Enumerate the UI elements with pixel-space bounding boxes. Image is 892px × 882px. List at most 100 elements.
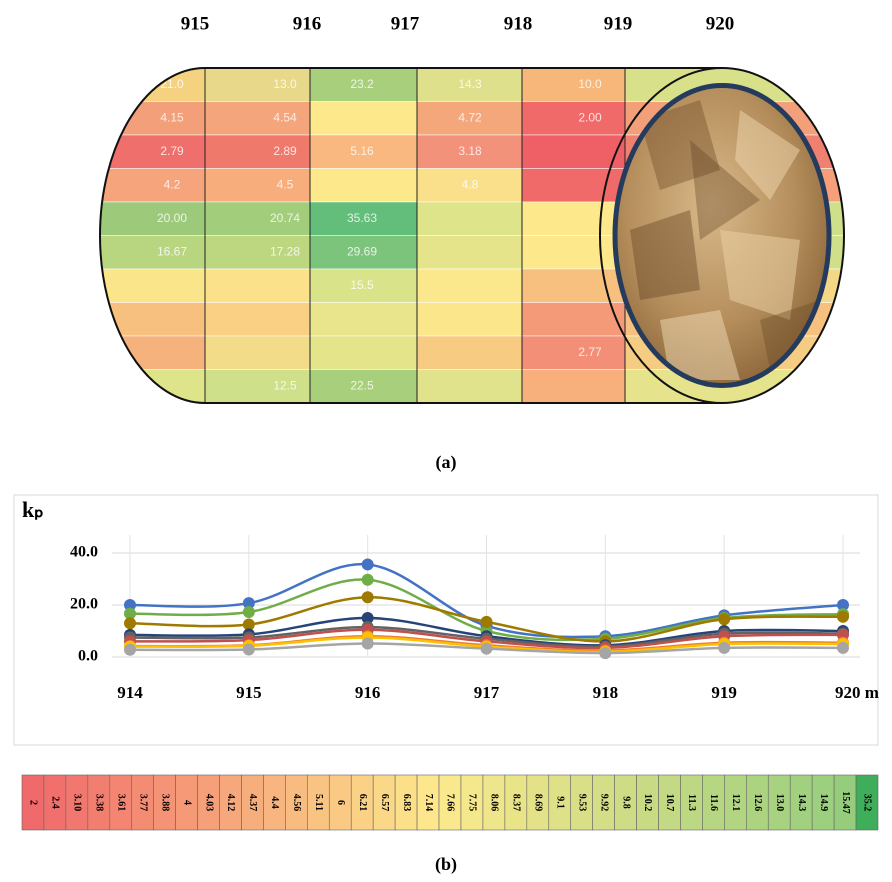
cell-label: 2.77 — [578, 345, 602, 359]
heat-cell — [309, 235, 418, 270]
cell-label: 13.0 — [273, 77, 297, 91]
cell-label: 21.0 — [160, 77, 184, 91]
heat-cell — [416, 101, 523, 136]
scale-label: 3.61 — [115, 794, 126, 812]
x-tick-label: 917 — [474, 683, 500, 702]
cell-label: 4.72 — [458, 110, 482, 124]
y-tick-label: 0.0 — [78, 648, 98, 665]
column-header: 917 — [391, 13, 420, 34]
scale-label: 4.37 — [247, 794, 258, 812]
heat-cell — [416, 201, 523, 236]
scale-label: 10.2 — [642, 794, 653, 812]
heat-cell — [309, 168, 418, 203]
scale-label: 4 — [181, 800, 192, 805]
heat-cell — [204, 168, 311, 203]
scale-label: 8.37 — [511, 794, 522, 812]
cell-label: 35.63 — [347, 211, 377, 225]
scale-label: 8.06 — [489, 794, 500, 812]
data-point — [124, 617, 136, 630]
heat-cell — [521, 335, 626, 370]
scale-label: 8.69 — [532, 794, 543, 812]
data-point — [124, 607, 136, 620]
cell-label: 3.18 — [458, 144, 482, 158]
scale-label: 12.1 — [730, 794, 741, 812]
heat-cell — [521, 201, 626, 236]
scale-label: 3.77 — [137, 794, 148, 812]
cell-label: 20.74 — [270, 211, 300, 225]
scale-label: 2 — [28, 800, 39, 805]
heat-cell — [521, 101, 626, 136]
data-point — [480, 642, 493, 655]
scale-label: 4.4 — [269, 796, 280, 809]
heat-cell — [309, 268, 418, 303]
cell-label: 17.28 — [270, 244, 300, 258]
heat-cell — [309, 134, 418, 169]
cell-label: 29.69 — [347, 244, 377, 258]
heat-cell — [204, 134, 311, 169]
scale-label: 7.66 — [445, 794, 456, 812]
cell-label: 5.16 — [350, 144, 374, 158]
scale-label: 6.21 — [357, 794, 368, 812]
column-header: 919 — [604, 13, 633, 34]
data-point — [718, 613, 731, 626]
heat-cell — [416, 68, 523, 102]
data-point — [599, 647, 612, 660]
data-point — [480, 615, 493, 628]
heat-cell — [100, 369, 206, 403]
heat-cell — [416, 268, 523, 303]
data-point — [361, 591, 374, 604]
data-point — [837, 610, 849, 623]
x-tick-label: 914 — [117, 683, 143, 702]
column-header: 916 — [293, 13, 322, 34]
heat-cell — [100, 168, 206, 203]
cell-label: 22.5 — [350, 378, 374, 392]
scale-label: 6.83 — [401, 794, 412, 812]
cell-label: 4.15 — [160, 110, 184, 124]
heat-cell — [204, 335, 311, 370]
data-point — [124, 643, 136, 656]
column-header: 918 — [504, 13, 533, 34]
heat-cell — [204, 68, 311, 102]
data-point — [242, 597, 255, 610]
heat-cell — [309, 101, 418, 136]
data-point — [361, 573, 374, 586]
heat-cell — [416, 335, 523, 370]
scale-label: 10.7 — [664, 794, 675, 812]
heat-cell — [100, 235, 206, 270]
scale-label: 2.4 — [50, 796, 61, 809]
scale-label: 14.3 — [796, 794, 807, 812]
scale-label: 35.2 — [862, 794, 873, 812]
data-point — [837, 641, 849, 654]
cylinder-end — [599, 67, 845, 404]
cell-label: 2.00 — [578, 110, 602, 124]
heat-cell — [204, 268, 311, 303]
rock-face — [615, 85, 829, 386]
heat-cell — [309, 335, 418, 370]
scale-label: 9.92 — [598, 794, 609, 812]
heat-cell — [100, 268, 206, 303]
scale-label: 9.53 — [576, 794, 587, 812]
y-tick-label: 40.0 — [70, 544, 98, 561]
scale-label: 6 — [335, 800, 346, 805]
column-header: 915 — [181, 13, 210, 34]
cell-label: 15.5 — [350, 278, 374, 292]
data-point — [837, 599, 849, 611]
heat-cell — [521, 369, 626, 403]
scale-label: 7.14 — [423, 794, 434, 812]
scale-label: 5.11 — [313, 794, 324, 811]
scale-label: 12.6 — [752, 794, 763, 812]
heat-cell — [521, 134, 626, 169]
cell-label: 4.8 — [462, 177, 479, 191]
scale-label: 6.57 — [379, 794, 390, 812]
heat-cell — [100, 201, 206, 236]
scale-label: 13.0 — [774, 794, 785, 812]
y-tick-label: 20.0 — [70, 596, 98, 613]
heat-cell — [204, 201, 311, 236]
x-tick-label: 918 — [593, 683, 619, 702]
data-point — [361, 637, 374, 650]
data-point — [242, 643, 255, 656]
cell-label: 2.89 — [273, 144, 297, 158]
data-point — [361, 558, 374, 571]
color-scale: 2 2.4 3.10 3.38 3.61 3.77 3.88 4 4.03 4.12 4.37 4.4… — [21, 774, 879, 831]
rock-outline — [612, 83, 832, 388]
